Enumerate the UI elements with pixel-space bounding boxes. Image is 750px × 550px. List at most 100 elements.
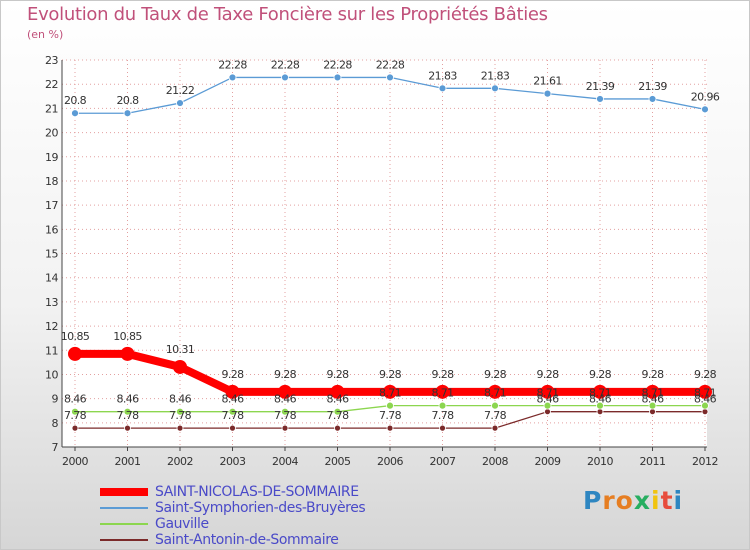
data-point [229,424,236,432]
data-label: 9.28 [221,368,244,381]
data-label: 7.78 [116,409,139,422]
data-label: 7.78 [379,409,402,422]
legend-label: Gauville [155,516,209,532]
data-label: 8.46 [536,393,559,406]
data-label: 8.46 [274,393,297,406]
chart-title: Evolution du Taux de Taxe Foncière sur l… [27,4,548,25]
data-label: 8.71 [641,387,663,400]
series-2 [71,401,709,416]
data-label: 9.28 [641,368,664,381]
data-label: 20.8 [116,94,139,107]
data-label: 8.71 [589,387,611,400]
proxiti-logo: Proxiti [583,486,683,515]
data-label: 8.71 [536,387,558,400]
x-tick-label: 2006 [377,455,403,468]
data-point [176,99,184,107]
x-tick-label: 2005 [325,455,351,468]
series-0 [68,346,712,399]
y-tick-label: 14 [45,272,58,285]
data-point [491,84,499,93]
data-point [596,95,604,103]
data-label: 8.71 [484,387,506,400]
data-point [228,73,237,82]
data-label: 21.39 [638,80,667,93]
data-point [386,424,394,432]
data-point [68,346,82,361]
data-label: 7.78 [169,409,192,422]
data-label: 8.46 [64,393,87,406]
legend-label: Saint-Antonin-de-Sommaire [155,532,339,548]
data-point [698,384,712,399]
data-label: 8.71 [431,387,453,400]
data-point [281,424,289,432]
y-tick-label: 18 [45,175,58,188]
data-point [543,89,552,98]
data-label: 9.28 [484,368,507,381]
data-label: 22.28 [271,58,300,71]
y-tick-label: 15 [45,248,58,261]
x-tick-label: 2000 [62,455,88,468]
y-tick-label: 19 [45,151,58,164]
data-point [281,73,289,82]
data-point [438,401,447,410]
data-point [438,84,447,93]
x-tick-label: 2008 [482,455,508,468]
y-tick-label: 10 [45,368,58,381]
data-point [701,105,709,114]
data-point [176,407,184,416]
y-tick-label: 8 [52,417,59,430]
x-tick-label: 2010 [587,455,613,468]
data-label: 8.46 [589,393,612,406]
data-label: 22.28 [218,58,247,71]
y-tick-label: 16 [45,223,58,236]
data-label: 9.28 [431,368,454,381]
data-point [491,424,499,432]
y-tick-label: 20 [45,127,58,140]
data-point [596,401,604,410]
legend-swatch [100,539,148,541]
data-point [645,384,660,399]
data-label: 8.46 [116,393,139,406]
data-point [648,401,657,410]
data-label: 10.85 [113,330,142,343]
data-point [330,384,345,399]
y-axis-unit: (en %) [27,28,64,41]
legend-label: Saint-Symphorien-des-Bruyères [155,500,366,516]
logo-letter: r [602,486,616,515]
y-tick-label: 13 [45,296,58,309]
y-tick-label: 11 [45,344,58,357]
legend-swatch [100,523,148,525]
logo-letter: t [660,486,674,515]
logo-letter: i [651,486,661,515]
series-1 [71,73,709,118]
data-point [543,401,552,410]
data-point [648,95,657,103]
data-label: 7.78 [484,409,507,422]
data-label: 7.78 [64,409,87,422]
logo-letter: o [615,486,634,515]
data-label: 20.96 [691,90,720,103]
x-tick-label: 2007 [430,455,456,468]
data-label: 8.46 [641,393,664,406]
data-label: 8.46 [694,393,717,406]
data-label: 20.8 [64,94,87,107]
y-tick-label: 9 [52,393,59,406]
data-point [120,346,135,361]
data-point [281,407,289,416]
data-label: 8.46 [221,393,244,406]
data-point [228,407,237,416]
y-tick-label: 17 [45,199,58,212]
data-point [71,407,79,416]
data-label: 8.46 [169,393,192,406]
data-label: 9.28 [274,368,297,381]
data-label: 8.71 [379,387,401,400]
data-label: 21.61 [533,75,562,88]
data-point [71,109,79,118]
data-point [176,424,184,432]
y-tick-label: 12 [45,320,58,333]
data-label: 21.83 [481,69,510,82]
legend-label: SAINT-NICOLAS-DE-SOMMAIRE [155,484,359,500]
data-label: 22.28 [376,58,405,71]
data-label: 10.31 [166,343,195,356]
